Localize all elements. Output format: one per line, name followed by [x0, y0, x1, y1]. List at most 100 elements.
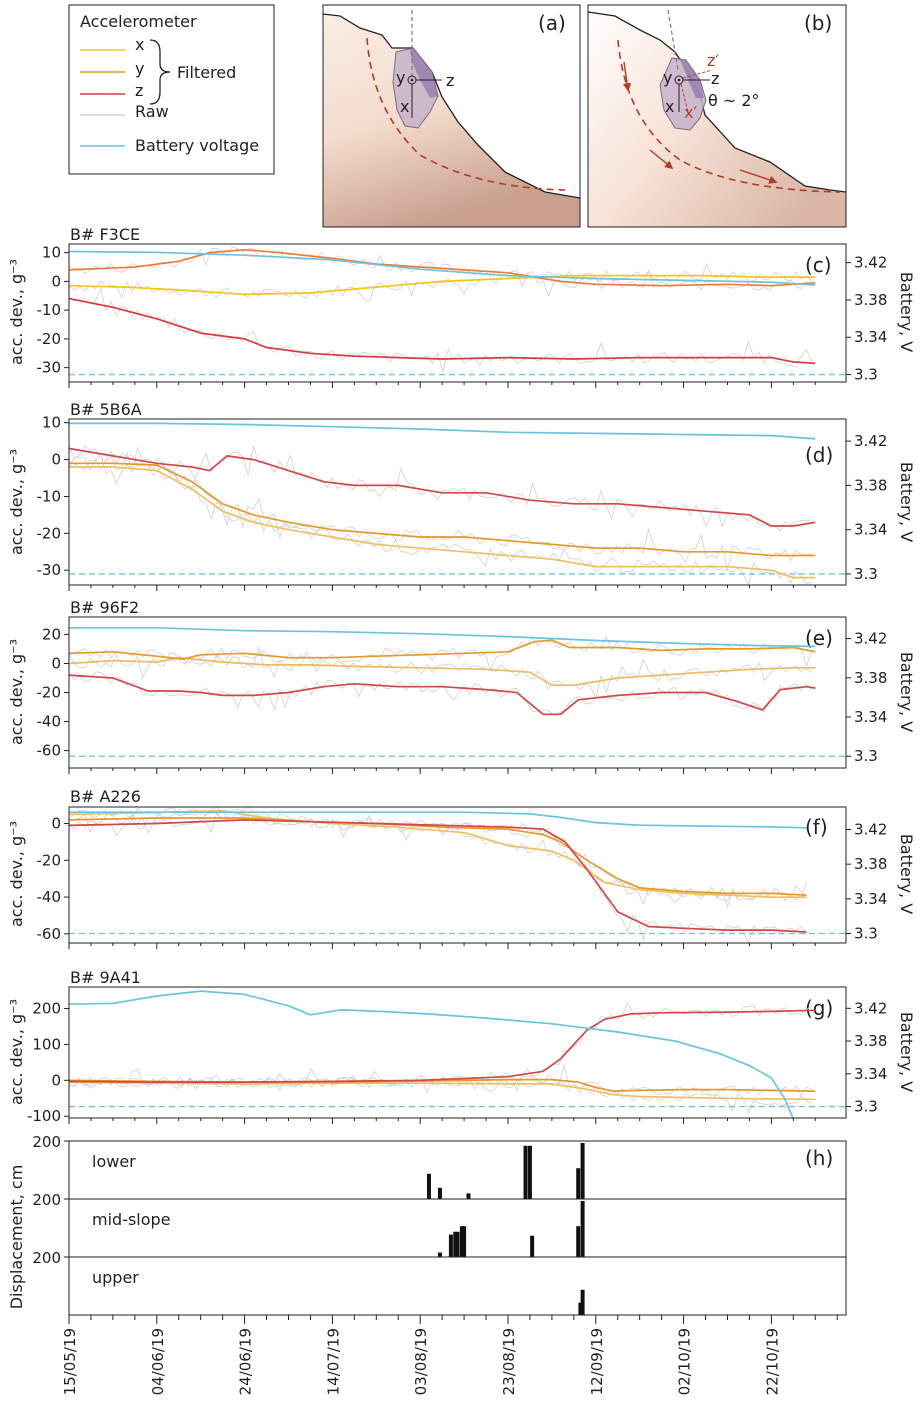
displacement-bar [576, 1168, 581, 1199]
raw-trace-z [68, 671, 813, 716]
sketch-frame-b [587, 4, 847, 228]
y2label-e: Battery, V [897, 652, 916, 732]
ylabel-f: acc. dev., g⁻³ [7, 821, 26, 927]
boulder-exposed-a [410, 48, 438, 98]
y2label-g: Battery, V [897, 1012, 916, 1092]
y2tick-label: 3.3 [854, 747, 878, 765]
ytick-label: -20 [37, 330, 62, 348]
y2tick-label: 3.3 [854, 565, 878, 583]
sketch-b: y z x z′ x′ θ ~ 2° (b) [587, 4, 847, 228]
ytick-label: -30 [37, 359, 62, 377]
soil-body-b [588, 5, 846, 227]
date-tick-label: 15/05/19 [61, 1328, 79, 1395]
y2tick-label: 3.42 [854, 630, 887, 648]
legend-filtered-label: Filtered [177, 63, 236, 82]
panel-label-d: (d) [805, 443, 833, 467]
panel-title-d: B# 5B6A [70, 400, 142, 419]
series-line-z [68, 674, 816, 716]
ytick-label: -20 [37, 851, 62, 869]
row-label-lower: lower [92, 1152, 136, 1171]
panel-label-g: (g) [805, 996, 833, 1020]
date-axis: 15/05/19 04/06/19 24/06/19 14/07/19 03/08/19… [61, 1315, 838, 1395]
y2tick-label: 3.38 [854, 476, 887, 494]
series-line-z [68, 447, 816, 527]
ylabel-h: Displacement, cm [7, 1165, 26, 1310]
displacement-bar [580, 1201, 585, 1257]
sensor-dot-b [677, 78, 681, 82]
ytick-label: -40 [37, 713, 62, 731]
series-line-z [68, 819, 807, 933]
ytick-label: 10 [42, 244, 61, 262]
ytick-label: -40 [37, 888, 62, 906]
displacement-bar [437, 1252, 442, 1257]
series-line-z [68, 1009, 816, 1083]
panel-title-c: B# F3CE [70, 225, 140, 244]
y2tick-label: 3.3 [854, 366, 878, 384]
series-line-x [68, 1081, 816, 1101]
panel-title-e: B# 96F2 [70, 598, 139, 617]
ytick-label: -20 [37, 524, 62, 542]
panel-title-g: B# 9A41 [70, 968, 141, 987]
row-tick-label: 200 [32, 1249, 61, 1267]
series-line-battery [68, 990, 795, 1120]
raw-trace-x [68, 452, 812, 587]
slip-surface-b [617, 39, 841, 193]
panel-label-f: (f) [805, 815, 828, 839]
axis-label-x-b: x [665, 97, 674, 116]
series-line-x [68, 809, 807, 898]
panel-h: (h) 200 200 200 Displacement, cm lower mid… [7, 1133, 847, 1316]
ytick-label: 10 [42, 414, 61, 432]
ytick-label: 100 [32, 1035, 61, 1053]
raw-trace-z [68, 444, 812, 532]
series-line-y [69, 462, 816, 557]
motion-arrow-3 [739, 169, 778, 184]
displacement-bar [437, 1187, 442, 1199]
y2tick-label: 3.34 [854, 521, 887, 539]
ytick-label: 0 [51, 1071, 61, 1089]
y2label-f: Battery, V [897, 834, 916, 914]
series-line-battery [69, 626, 816, 648]
row-tick-label: 200 [32, 1133, 61, 1151]
legend-title: Accelerometer [80, 12, 197, 31]
displacement-bar [453, 1231, 458, 1257]
y2tick-label: 3.42 [854, 999, 887, 1017]
series-line-z [68, 297, 816, 365]
legend-label-raw: Raw [135, 102, 169, 121]
sketch-a: y z x (a) [322, 4, 581, 228]
y2tick-label: 3.34 [854, 708, 887, 726]
series-line-y [68, 639, 816, 660]
ytick-label: -60 [37, 742, 62, 760]
axis-z-prime-b [682, 69, 713, 79]
raw-trace-x [68, 646, 813, 700]
displacement-bar [459, 1226, 464, 1257]
motion-arrow-2 [649, 149, 674, 170]
panel-label-b: (b) [804, 11, 832, 35]
plot-frame [68, 616, 847, 769]
raw-trace-x [68, 806, 807, 903]
plot-area-c: 10 0 -10 -20 -30 3.42 3.38 3.34 3.3 [37, 243, 887, 388]
y2tick-label: 3.42 [854, 821, 887, 839]
raw-trace-x [68, 262, 813, 303]
axis-label-y-a: y [396, 68, 405, 87]
series-line-y [68, 817, 807, 897]
raw-trace-x [68, 1068, 812, 1114]
displacement-bar [578, 1302, 583, 1315]
displacement-bar [530, 1235, 535, 1257]
date-tick-label: 03/08/19 [412, 1328, 430, 1395]
displacement-bar [466, 1193, 471, 1199]
ytick-label: -60 [37, 925, 62, 943]
legend-brace [149, 39, 171, 105]
y2tick-label: 3.42 [854, 432, 887, 450]
series-line-y [68, 248, 816, 287]
series-line-x [68, 274, 816, 296]
displacement-bar [527, 1145, 532, 1199]
y2tick-label: 3.34 [854, 1065, 887, 1083]
y2label-d: Battery, V [897, 462, 916, 542]
date-tick-label: 02/10/19 [676, 1328, 694, 1395]
y2tick-label: 3.34 [854, 328, 887, 346]
displacement-bar [426, 1173, 431, 1199]
series-line-battery [68, 250, 816, 286]
ytick-label: -20 [37, 684, 62, 702]
vertical-ref-b [667, 9, 679, 71]
